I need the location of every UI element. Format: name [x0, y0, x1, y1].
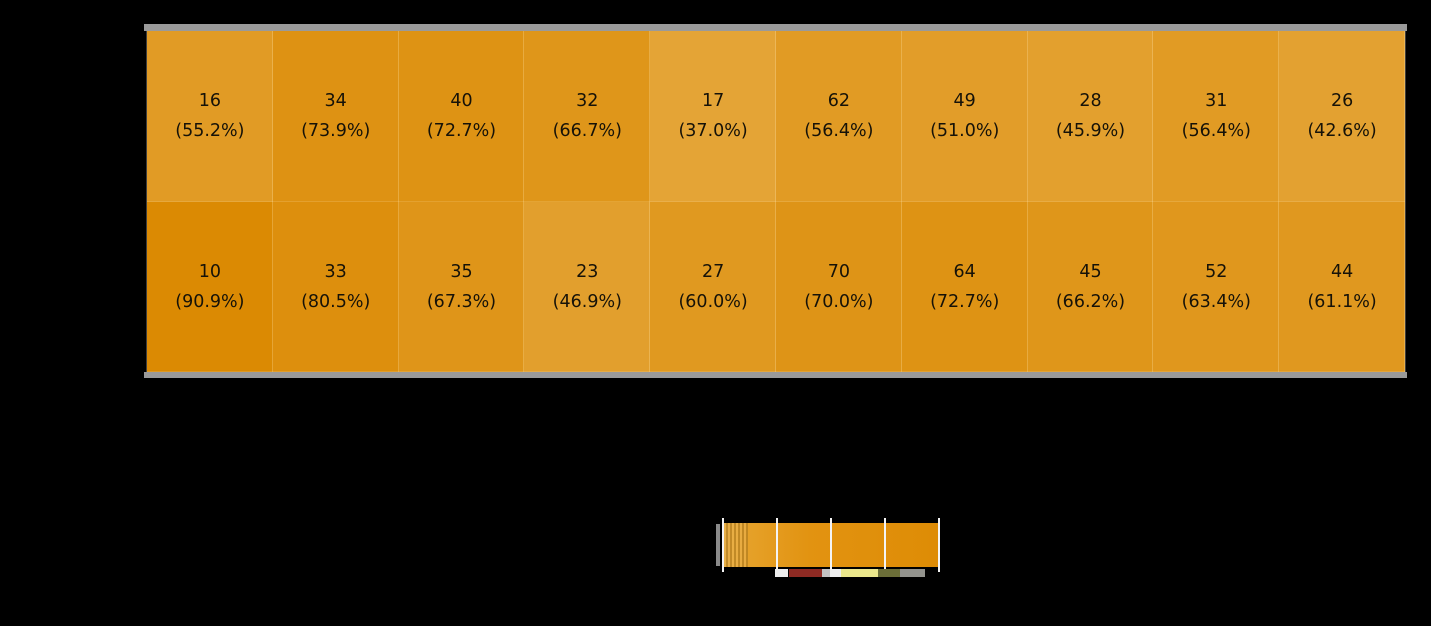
heatmap-cell: 32 (66.7%)	[524, 31, 651, 202]
legend-artifact-swatch	[716, 524, 720, 566]
heatmap-cell: 52 (63.4%)	[1153, 201, 1280, 372]
cell-percent: (63.4%)	[1181, 291, 1251, 312]
heatmap-cell: 26 (42.6%)	[1279, 31, 1405, 202]
cell-percent: (70.0%)	[804, 291, 874, 312]
legend-artifact-swatch	[900, 569, 925, 577]
cell-percent: (56.4%)	[804, 121, 874, 142]
heatmap-cell: 45 (66.2%)	[1027, 201, 1154, 372]
legend-artifact-swatch	[878, 569, 900, 577]
heatmap-cell: 62 (56.4%)	[776, 31, 902, 202]
cell-percent: (66.2%)	[1055, 291, 1126, 312]
cell-count: 70	[827, 261, 851, 282]
cell-count: 49	[953, 91, 976, 112]
colorbar-tick	[830, 518, 832, 572]
cell-count: 27	[701, 261, 725, 282]
cell-percent: (72.7%)	[426, 121, 497, 142]
heatmap-frame-bottom	[144, 372, 1407, 378]
cell-count: 40	[450, 91, 473, 112]
cell-count: 52	[1205, 261, 1228, 282]
heatmap-cell: 10 (90.9%)	[147, 201, 273, 372]
heatmap-cell: 44 (61.1%)	[1279, 201, 1405, 372]
cell-count: 23	[576, 261, 599, 282]
cell-count: 35	[450, 261, 473, 282]
cell-percent: (56.4%)	[1181, 121, 1251, 142]
legend-artifact-swatch	[841, 569, 878, 577]
heatmap-cell: 34 (73.9%)	[272, 31, 399, 202]
legend-artifact-swatch	[830, 569, 841, 577]
cell-percent: (37.0%)	[678, 121, 748, 142]
cell-percent: (45.9%)	[1055, 121, 1126, 142]
heatmap-grid: 16 (55.2%) 34 (73.9%) 40 (72.7%) 32 (66.7%) 17 (3…	[146, 31, 1406, 372]
cell-percent: (55.2%)	[175, 121, 245, 142]
heatmap-cell: 33 (80.5%)	[272, 201, 399, 372]
cell-percent: (42.6%)	[1307, 121, 1377, 142]
legend-artifact-swatch	[822, 569, 830, 577]
cell-count: 31	[1205, 91, 1228, 112]
cell-count: 33	[324, 261, 347, 282]
colorbar-tick	[938, 518, 940, 572]
heatmap-cell: 70 (70.0%)	[776, 201, 902, 372]
cell-percent: (90.9%)	[175, 291, 245, 312]
legend-artifact-swatch	[789, 569, 822, 577]
cell-count: 32	[576, 91, 599, 112]
cell-percent: (51.0%)	[930, 121, 1000, 142]
heatmap-cell: 16 (55.2%)	[147, 31, 273, 202]
heatmap-cell: 27 (60.0%)	[650, 201, 776, 372]
legend-artifact-swatch	[775, 569, 788, 577]
cell-count: 44	[1330, 261, 1354, 282]
cell-percent: (46.9%)	[552, 291, 622, 312]
heatmap-cell: 31 (56.4%)	[1153, 31, 1280, 202]
cell-percent: (80.5%)	[301, 291, 371, 312]
heatmap-cell: 49 (51.0%)	[901, 31, 1028, 202]
colorbar-banding	[722, 523, 748, 567]
cell-count: 28	[1079, 91, 1102, 112]
cell-percent: (67.3%)	[426, 291, 497, 312]
colorbar-tick	[884, 518, 886, 572]
cell-count: 10	[198, 261, 222, 282]
cell-count: 34	[324, 91, 347, 112]
heatmap-cell: 40 (72.7%)	[398, 31, 525, 202]
cell-count: 45	[1079, 261, 1102, 282]
cell-percent: (60.0%)	[678, 291, 748, 312]
colorbar-tick	[776, 518, 778, 572]
heatmap-cell: 17 (37.0%)	[650, 31, 776, 202]
heatmap-cell: 28 (45.9%)	[1027, 31, 1154, 202]
cell-percent: (72.7%)	[930, 291, 1000, 312]
heatmap-cell: 35 (67.3%)	[398, 201, 525, 372]
colorbar-tick	[722, 518, 724, 572]
cell-percent: (61.1%)	[1307, 291, 1377, 312]
cell-percent: (66.7%)	[552, 121, 622, 142]
cell-count: 26	[1330, 91, 1354, 112]
cell-count: 62	[827, 91, 851, 112]
cell-count: 17	[701, 91, 725, 112]
cell-percent: (73.9%)	[301, 121, 371, 142]
heatmap-cell: 23 (46.9%)	[524, 201, 651, 372]
heatmap-frame-top	[144, 24, 1407, 31]
heatmap-cell: 64 (72.7%)	[901, 201, 1028, 372]
cell-count: 64	[953, 261, 976, 282]
cell-count: 16	[198, 91, 222, 112]
